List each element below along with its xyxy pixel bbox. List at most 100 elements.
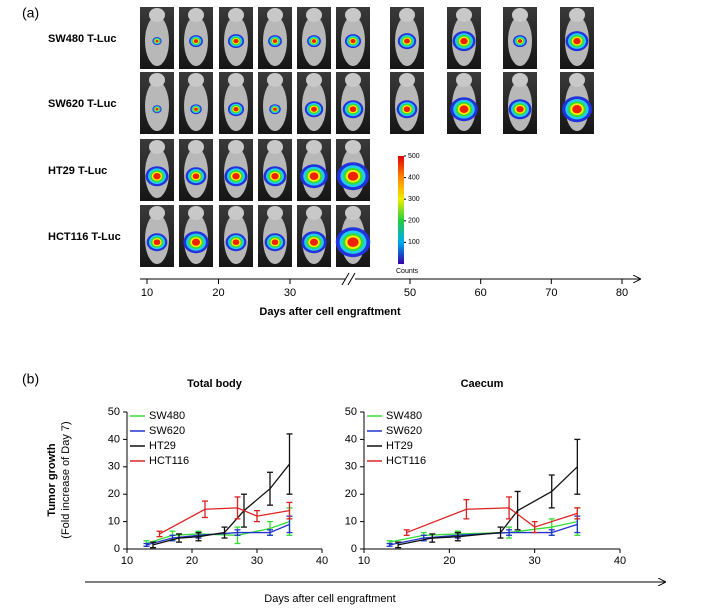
mouse-head <box>228 140 244 154</box>
mouse-image <box>297 7 331 69</box>
mouse-image <box>179 205 213 267</box>
signal <box>459 105 469 114</box>
mouse-head <box>399 8 415 22</box>
x-tick-label: 10 <box>358 555 370 567</box>
error-bar <box>506 496 513 520</box>
mouse-head <box>149 140 165 154</box>
error-bar <box>202 500 208 519</box>
row-label: SW620 T-Luc <box>48 98 116 110</box>
error-bar <box>463 499 470 520</box>
legend-label: SW480 <box>386 410 422 422</box>
error-bar <box>548 474 555 509</box>
mouse-head <box>267 206 283 220</box>
error-bar <box>574 438 581 495</box>
mouse-head <box>306 206 322 220</box>
error-bar <box>234 496 241 520</box>
colorbar <box>398 156 404 264</box>
mouse-head <box>345 73 361 87</box>
signal <box>155 39 159 43</box>
mouse-image <box>140 7 174 69</box>
colorbar-tick-label: 300 <box>408 196 420 203</box>
signal <box>193 39 199 44</box>
mouse-image <box>336 7 370 69</box>
mouse-image <box>297 205 331 267</box>
mouse-head <box>228 8 244 22</box>
mouse-head <box>188 140 204 154</box>
mouse-head <box>456 73 472 87</box>
x-tick-label: 40 <box>614 555 626 567</box>
legend-label: SW620 <box>386 425 422 437</box>
mouse-image <box>297 72 331 134</box>
signal <box>460 37 468 45</box>
signal <box>233 38 239 44</box>
row-label: HT29 T-Luc <box>48 165 107 177</box>
legend-label: HCT116 <box>386 455 426 467</box>
mouse-head <box>399 73 415 87</box>
x-tick-label: 30 <box>251 555 263 567</box>
error-bar <box>286 433 293 495</box>
row-label: HCT116 T-Luc <box>48 231 121 243</box>
mouse-image <box>219 205 253 267</box>
error-bar <box>506 529 513 536</box>
mouse-image <box>560 7 594 69</box>
x-tick-label: 40 <box>316 555 328 567</box>
signal <box>233 106 239 112</box>
error-bar <box>403 529 410 536</box>
legend-label: HCT116 <box>149 455 189 467</box>
mouse-image <box>258 205 292 267</box>
error-bar <box>514 490 521 531</box>
mouse-head <box>149 206 165 220</box>
signal <box>191 238 201 246</box>
signal <box>517 39 523 44</box>
x-tick-label: 20 <box>443 555 455 567</box>
y-tick-label: 30 <box>345 461 357 473</box>
mouse-image <box>179 72 213 134</box>
mouse-head <box>345 206 361 220</box>
error-bar <box>548 529 555 536</box>
error-bar <box>176 533 182 543</box>
panel-label: (a) <box>22 5 39 21</box>
x-axis-title: Days after cell engraftment <box>259 306 401 318</box>
mouse-head <box>512 8 528 22</box>
signal <box>404 38 410 44</box>
error-bar <box>143 542 150 547</box>
mouse-image <box>140 72 174 134</box>
x-tick-label: 30 <box>284 287 296 299</box>
mouse-head <box>228 206 244 220</box>
signal <box>403 106 411 113</box>
mouse-image <box>336 72 370 134</box>
signal <box>273 107 277 111</box>
signal <box>194 107 198 111</box>
mouse-head <box>306 140 322 154</box>
x-tick-label: 60 <box>475 287 487 299</box>
x-tick-label: 10 <box>141 287 153 299</box>
mouse-image <box>560 72 594 134</box>
error-bar <box>531 520 538 534</box>
mouse-head <box>512 73 528 87</box>
y-tick-label: 30 <box>108 461 120 473</box>
signal <box>311 39 317 44</box>
error-bar <box>574 507 581 520</box>
y-tick-label: 50 <box>345 406 357 418</box>
row-label: SW480 T-Luc <box>48 33 116 45</box>
mouse-image <box>447 7 481 69</box>
colorbar-tick-label: 200 <box>408 218 420 225</box>
mouse-image <box>140 205 174 267</box>
signal <box>349 106 357 113</box>
legend-label: SW480 <box>149 410 185 422</box>
mouse-image <box>503 72 537 134</box>
mouse-image <box>336 139 370 201</box>
signal <box>232 173 240 180</box>
x-tick-label: 20 <box>212 287 224 299</box>
colorbar-tick-label: 400 <box>408 174 420 181</box>
mouse-image <box>219 7 253 69</box>
colorbar-label: Counts <box>396 268 419 275</box>
x-axis-title: Days after cell engraftment <box>264 593 395 605</box>
signal <box>573 37 581 45</box>
mouse-head <box>569 8 585 22</box>
signal <box>516 106 524 113</box>
x-tick-label: 10 <box>121 555 133 567</box>
mouse-image <box>390 72 424 134</box>
y-tick-label: 40 <box>108 433 120 445</box>
mouse-image <box>503 7 537 69</box>
